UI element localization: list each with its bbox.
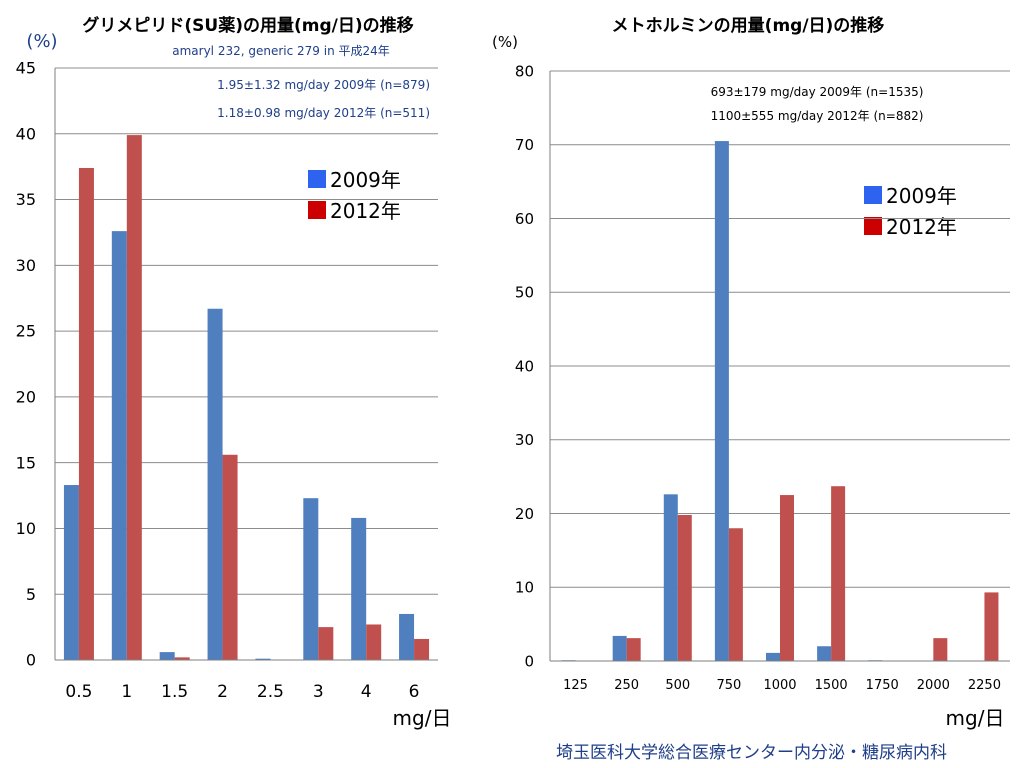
- glimepiride-bar-2009: [255, 658, 271, 660]
- glimepiride-x-tick-label: 2.5: [257, 682, 284, 702]
- glimepiride-y-tick-label: 40: [16, 124, 36, 143]
- glimepiride-y-tick-label: 35: [16, 190, 36, 209]
- metformin-y-tick-label: 30: [515, 431, 534, 449]
- glimepiride-bar-2009: [399, 613, 415, 660]
- glimepiride-plot-area: 0 5 10 15 20 25 30 35 40 45 0.5 1 1.5 2 2.5 3 4 6: [16, 59, 438, 702]
- glimepiride-annotation-2012: 1.18±0.98 mg/day 2012年 (n=511): [217, 106, 430, 120]
- metformin-x-unit: mg/日: [946, 706, 1005, 730]
- glimepiride-bar-2012: [78, 167, 94, 660]
- metformin-y-tick-label: 40: [515, 357, 534, 375]
- glimepiride-bar-2012: [222, 454, 238, 660]
- glimepiride-annotation-2009: 1.95±1.32 mg/day 2009年 (n=879): [217, 78, 430, 92]
- glimepiride-y-tick-label: 5: [26, 585, 36, 604]
- metformin-x-tick-label: 1750: [866, 678, 899, 693]
- glimepiride-bar-2009: [351, 517, 367, 660]
- glimepiride-x-tick-label: 0.5: [65, 682, 92, 702]
- glimepiride-x-tick-label: 1.5: [161, 682, 188, 702]
- glimepiride-y-tick-label: 25: [16, 322, 36, 341]
- metformin-x-tick-label: 500: [665, 678, 690, 693]
- legend-swatch-2009: [308, 170, 326, 188]
- metformin-x-tick-label: 250: [614, 678, 639, 693]
- metformin-legend: 2009年 2012年: [864, 184, 957, 239]
- glimepiride-bar-2012: [318, 627, 334, 660]
- glimepiride-legend: 2009年 2012年: [308, 168, 401, 223]
- metformin-annotation-2012: 1100±555 mg/day 2012年 (n=882): [711, 109, 924, 123]
- metformin-bar-2009: [612, 635, 627, 661]
- glimepiride-bar-2012: [366, 624, 382, 660]
- legend-swatch-2012: [864, 217, 882, 235]
- glimepiride-bar-2012: [126, 135, 142, 661]
- metformin-bar-2012: [984, 592, 999, 661]
- footer-credit: 埼玉医科大学総合医療センター内分泌・糖尿病内科: [556, 743, 947, 763]
- glimepiride-bar-2009: [159, 652, 175, 660]
- glimepiride-y-tick-label: 15: [16, 453, 36, 472]
- glimepiride-y-tick-label: 0: [26, 651, 36, 670]
- glimepiride-chart: グリメピリド(SU薬)の用量(mg/日)の推移 amaryl 232, gene…: [16, 15, 452, 730]
- glimepiride-x-tick-label: 1: [121, 682, 132, 702]
- glimepiride-bar-2009: [303, 498, 319, 660]
- legend-swatch-2012: [308, 201, 326, 219]
- glimepiride-x-tick-label: 6: [409, 682, 420, 702]
- metformin-y-tick-label: 10: [515, 579, 534, 597]
- glimepiride-x-tick-label: 2: [217, 682, 228, 702]
- metformin-y-tick-label: 50: [515, 284, 534, 302]
- metformin-bar-2012: [780, 495, 794, 661]
- metformin-x-tick-label: 125: [563, 678, 588, 693]
- metformin-bar-2009: [663, 494, 678, 661]
- metformin-bar-2012: [831, 486, 846, 661]
- glimepiride-x-tick-label: 4: [361, 682, 372, 702]
- metformin-chart: メトホルミンの用量(mg/日)の推移 (%) 693±179 mg/day 20…: [492, 15, 1010, 730]
- glimepiride-chart-title: グリメピリド(SU薬)の用量(mg/日)の推移: [82, 15, 413, 36]
- glimepiride-y-tick-label: 30: [16, 256, 36, 275]
- metformin-bar-2012: [933, 638, 948, 661]
- glimepiride-bar-2009: [207, 308, 223, 660]
- metformin-x-tick-label: 1500: [815, 678, 848, 693]
- metformin-y-tick-label: 80: [515, 62, 534, 80]
- glimepiride-bar-2009: [111, 231, 127, 660]
- metformin-bar-2012: [677, 514, 692, 661]
- metformin-x-tick-label: 750: [716, 678, 741, 693]
- glimepiride-bar-2012: [174, 657, 190, 660]
- metformin-x-tick-label: 2000: [917, 678, 950, 693]
- legend-label-2009: 2009年: [886, 184, 957, 208]
- metformin-y-unit: (%): [492, 33, 518, 51]
- metformin-y-tick-label: 60: [515, 210, 534, 228]
- glimepiride-chart-subtitle: amaryl 232, generic 279 in 平成24年: [172, 44, 390, 58]
- glimepiride-x-tick-label: 3: [313, 682, 324, 702]
- glimepiride-x-unit: mg/日: [393, 706, 452, 730]
- glimepiride-y-tick-label: 20: [16, 387, 36, 406]
- glimepiride-bar-2012: [414, 638, 430, 660]
- metformin-y-tick-label: 0: [524, 652, 534, 670]
- glimepiride-y-tick-label: 10: [16, 519, 36, 538]
- metformin-chart-title: メトホルミンの用量(mg/日)の推移: [612, 15, 885, 36]
- glimepiride-bar-2009: [63, 485, 79, 660]
- metformin-bar-2009: [714, 141, 729, 661]
- metformin-bar-2009: [766, 652, 780, 661]
- glimepiride-y-tick-label: 45: [16, 59, 36, 78]
- metformin-x-tick-label: 1000: [763, 678, 796, 693]
- metformin-bar-2012: [626, 638, 641, 661]
- metformin-plot-area: 0 10 20 30 40 50 60 70 80 125 250 500 750 1000 1500 175…: [515, 62, 1010, 693]
- metformin-annotation-2009: 693±179 mg/day 2009年 (n=1535): [711, 85, 924, 99]
- metformin-y-tick-label: 70: [515, 136, 534, 154]
- legend-swatch-2009: [864, 186, 882, 204]
- metformin-x-tick-label: 2250: [968, 678, 1001, 693]
- metformin-y-tick-label: 20: [515, 505, 534, 523]
- legend-label-2009: 2009年: [330, 168, 401, 192]
- metformin-bar-2012: [728, 528, 743, 661]
- metformin-bar-2009: [817, 646, 832, 661]
- legend-label-2012: 2012年: [330, 199, 401, 223]
- glimepiride-y-unit: (%): [26, 31, 57, 52]
